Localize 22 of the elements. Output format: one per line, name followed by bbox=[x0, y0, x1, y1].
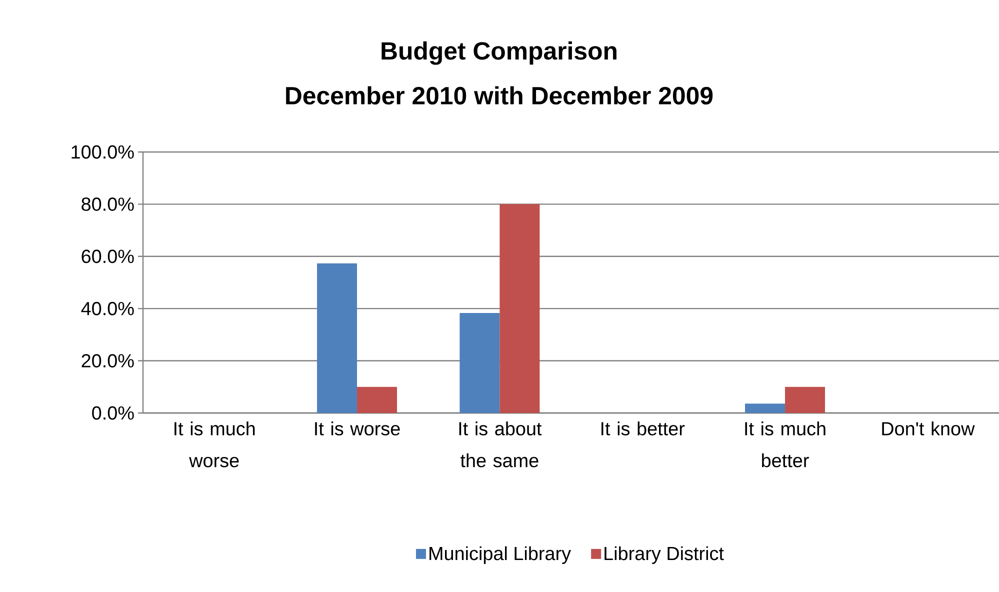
bar bbox=[357, 386, 398, 413]
bar bbox=[785, 386, 826, 413]
y-tick-label: 80.0% bbox=[82, 197, 134, 211]
chart-subtitle: December 2010 with December 2009 bbox=[286, 86, 713, 105]
bar bbox=[500, 204, 540, 413]
bar bbox=[745, 404, 786, 413]
bar bbox=[317, 263, 358, 413]
y-tick-label: 0.0% bbox=[92, 406, 134, 420]
y-tick-label: 60.0% bbox=[82, 250, 134, 264]
x-tick-label: It is worse bbox=[315, 422, 400, 436]
y-tick-label: 40.0% bbox=[81, 302, 134, 316]
x-tick-label: It is about the same bbox=[459, 422, 542, 468]
x-tick-label: It is much worse bbox=[174, 422, 255, 468]
x-tick-label: It is much better bbox=[745, 422, 826, 468]
legend-label: Library District bbox=[604, 546, 724, 564]
x-tick-label: It is better bbox=[601, 422, 685, 436]
y-tick-label: 100.0% bbox=[72, 145, 134, 159]
chart-title: Budget Comparison bbox=[382, 41, 616, 65]
bar bbox=[460, 313, 500, 413]
y-tick-label: 20.0% bbox=[82, 354, 134, 368]
legend-label: Municipal Library bbox=[430, 546, 571, 564]
x-tick-label: Don't know bbox=[882, 422, 975, 436]
